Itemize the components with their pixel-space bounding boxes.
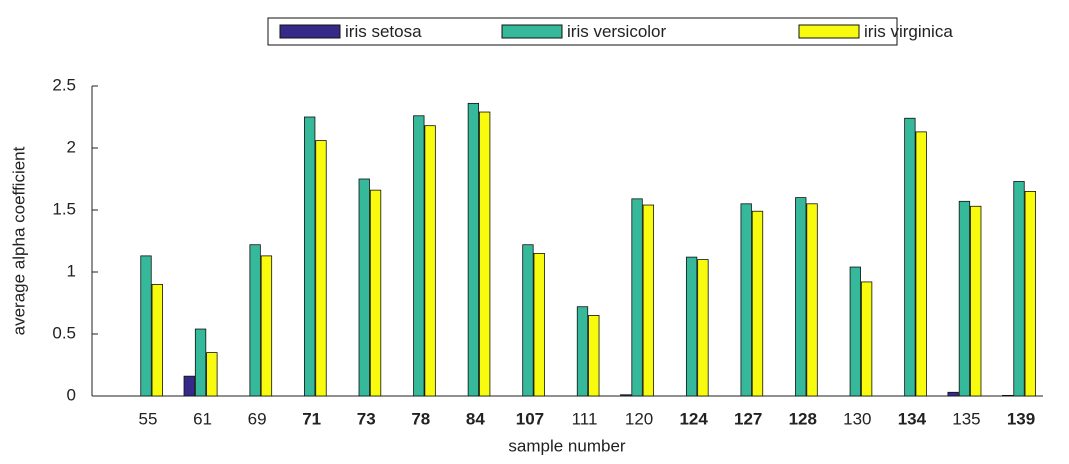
bar bbox=[140, 255, 152, 397]
y-tick-label: 0 bbox=[67, 385, 76, 404]
bar bbox=[304, 116, 316, 397]
bar bbox=[620, 394, 632, 397]
x-tick-label: 73 bbox=[357, 409, 376, 428]
bar bbox=[467, 102, 480, 397]
bar bbox=[697, 259, 709, 397]
x-tick-label: 134 bbox=[898, 409, 927, 428]
bar bbox=[970, 205, 982, 397]
bar bbox=[1013, 181, 1025, 397]
x-axis-label: sample number bbox=[508, 436, 626, 455]
bar bbox=[751, 210, 764, 397]
bar bbox=[249, 244, 261, 397]
bar bbox=[533, 252, 545, 397]
x-tick-label: 120 bbox=[625, 409, 653, 428]
bar bbox=[369, 189, 382, 397]
bar bbox=[183, 375, 195, 397]
bar bbox=[806, 203, 818, 397]
bar bbox=[947, 391, 959, 397]
bar bbox=[358, 178, 370, 397]
bar bbox=[685, 256, 698, 397]
bar bbox=[860, 281, 873, 397]
bar bbox=[904, 117, 916, 397]
x-tick-label: 71 bbox=[302, 409, 321, 428]
legend-swatch bbox=[501, 24, 563, 39]
bar bbox=[740, 203, 752, 397]
bar bbox=[206, 352, 218, 397]
x-tick-label: 84 bbox=[466, 409, 485, 428]
y-tick-label: 0.5 bbox=[52, 323, 76, 342]
legend-swatch bbox=[798, 24, 860, 39]
bar bbox=[915, 131, 927, 397]
bar bbox=[194, 328, 207, 397]
bar bbox=[958, 200, 971, 397]
bar bbox=[424, 125, 436, 397]
y-tick-label: 1 bbox=[67, 261, 76, 280]
y-tick-label: 2 bbox=[67, 137, 76, 156]
x-tick-label: 61 bbox=[193, 409, 212, 428]
x-tick-label: 111 bbox=[572, 409, 598, 428]
bar bbox=[849, 266, 861, 397]
bar bbox=[795, 197, 807, 397]
bar bbox=[315, 140, 327, 397]
bar bbox=[642, 204, 655, 397]
x-tick-label: 107 bbox=[516, 409, 544, 428]
x-tick-label: 78 bbox=[411, 409, 430, 428]
bar bbox=[151, 283, 163, 397]
bar bbox=[576, 306, 589, 397]
x-tick-label: 135 bbox=[952, 409, 980, 428]
y-axis-label: average alpha coefficient bbox=[9, 146, 28, 335]
bar bbox=[522, 244, 534, 397]
legend-label: iris virginica bbox=[864, 22, 953, 41]
bar bbox=[260, 255, 273, 397]
x-tick-label: 139 bbox=[1007, 409, 1035, 428]
bar bbox=[631, 198, 643, 397]
legend-swatch bbox=[279, 24, 341, 39]
x-tick-label: 128 bbox=[789, 409, 817, 428]
bar bbox=[588, 314, 600, 397]
x-tick-label: 127 bbox=[734, 409, 762, 428]
y-tick-label: 2.5 bbox=[52, 75, 76, 94]
legend-label: iris setosa bbox=[345, 22, 422, 41]
y-tick-label: 1.5 bbox=[52, 199, 76, 218]
legend-label: iris versicolor bbox=[567, 22, 667, 41]
legend-box bbox=[267, 17, 898, 46]
bar bbox=[479, 111, 491, 397]
bar bbox=[1002, 394, 1014, 397]
x-tick-label: 124 bbox=[679, 409, 708, 428]
x-tick-label: 130 bbox=[843, 409, 871, 428]
bar bbox=[413, 115, 425, 397]
bar bbox=[1024, 190, 1036, 397]
x-tick-label: 55 bbox=[139, 409, 158, 428]
x-tick-label: 69 bbox=[248, 409, 267, 428]
